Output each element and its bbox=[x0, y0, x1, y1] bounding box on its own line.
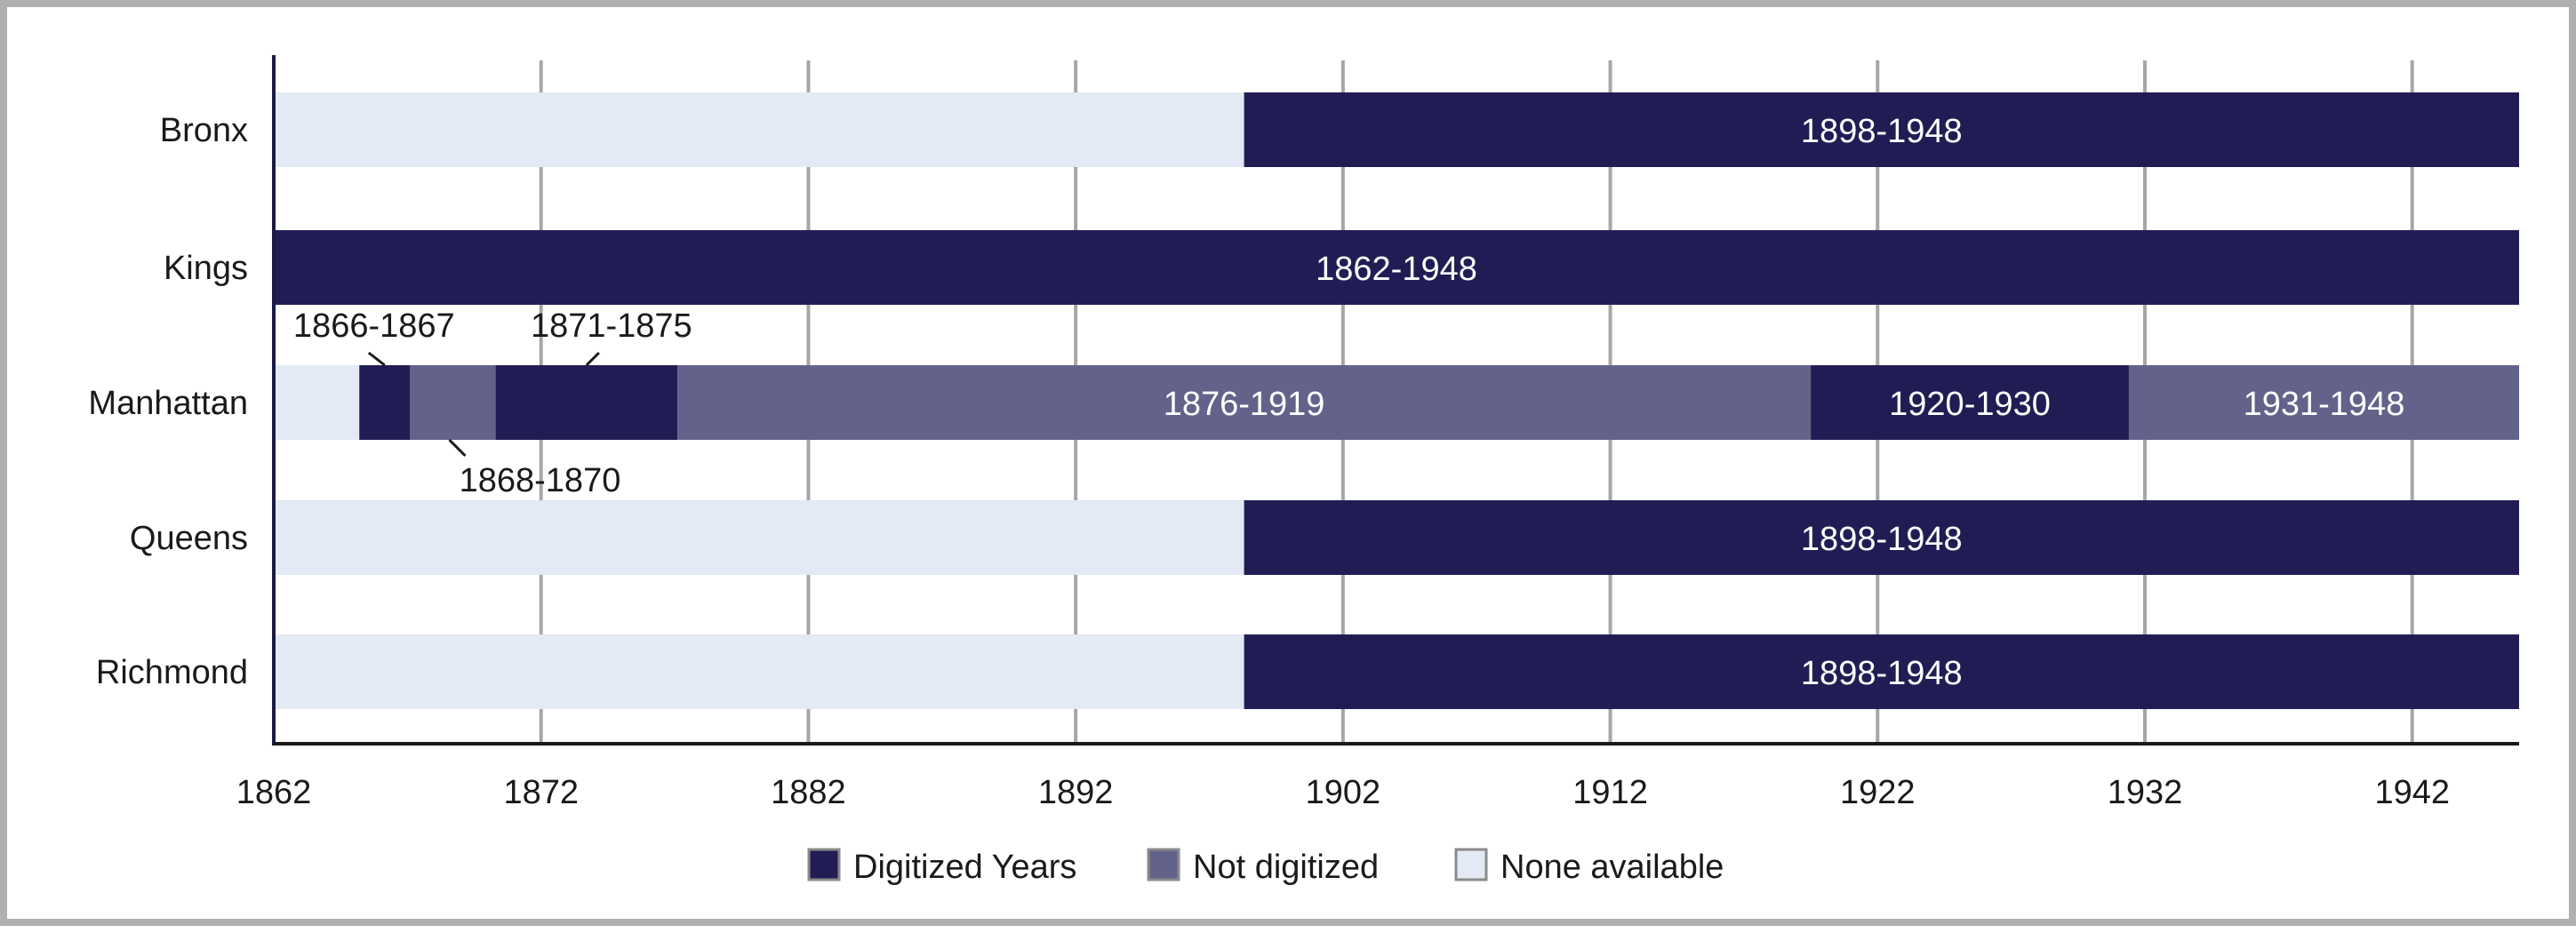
bar-label-richmond-1: 1898-1948 bbox=[1801, 655, 1963, 692]
bar-label-bronx-1: 1898-1948 bbox=[1801, 113, 1963, 150]
bar-segment-manhattan-2 bbox=[410, 365, 496, 440]
legend-label-none: None available bbox=[1500, 849, 1724, 886]
annotation-label-manhattan-2: 1868-1870 bbox=[460, 462, 621, 499]
callout-line-manhattan-3 bbox=[585, 351, 600, 367]
bar-segment-manhattan-1 bbox=[359, 365, 411, 440]
bar-segment-richmond-1 bbox=[1244, 634, 2519, 709]
axes bbox=[272, 55, 2519, 746]
x-tick-label-1902: 1902 bbox=[1306, 774, 1381, 811]
bar-label-queens-1: 1898-1948 bbox=[1801, 521, 1963, 558]
category-label-richmond: Richmond bbox=[96, 654, 248, 691]
category-label-manhattan: Manhattan bbox=[88, 385, 248, 422]
bar-segment-queens-1 bbox=[1244, 500, 2519, 575]
callout-line-manhattan-2 bbox=[448, 438, 467, 458]
x-tick-label-1862: 1862 bbox=[236, 774, 312, 811]
labels: 1862 1872 1882 1892 1902 1912 1922 1932 1942 Bron… bbox=[88, 112, 2450, 811]
bar-segment-manhattan-0 bbox=[274, 365, 360, 440]
bar-label-manhattan-5: 1920-1930 bbox=[1889, 386, 2051, 423]
bar-segment-queens-0 bbox=[274, 500, 1244, 575]
bar-segment-manhattan-5 bbox=[1811, 365, 2129, 440]
x-tick-label-1892: 1892 bbox=[1038, 774, 1114, 811]
bar-segment-bronx-1 bbox=[1244, 92, 2519, 167]
bar-segment-kings-0 bbox=[274, 230, 2519, 305]
bars bbox=[274, 92, 2519, 709]
bar-segment-manhattan-3 bbox=[495, 365, 678, 440]
bar-label-manhattan-4: 1876-1919 bbox=[1164, 386, 1325, 423]
category-label-bronx: Bronx bbox=[160, 112, 248, 149]
bar-segment-manhattan-4 bbox=[677, 365, 1812, 440]
bar-segment-richmond-0 bbox=[274, 634, 1244, 709]
bar-label-manhattan-6: 1931-1948 bbox=[2244, 386, 2405, 423]
legend-swatch-digitized bbox=[807, 848, 841, 881]
x-tick-label-1932: 1932 bbox=[2108, 774, 2183, 811]
callout-line-manhattan-1 bbox=[367, 351, 386, 367]
legend-label-digitized: Digitized Years bbox=[853, 849, 1076, 886]
bar-segment-manhattan-6 bbox=[2128, 365, 2519, 440]
category-label-kings: Kings bbox=[164, 250, 248, 287]
legend-swatch-not-digitized bbox=[1147, 848, 1180, 881]
x-tick-label-1872: 1872 bbox=[503, 774, 579, 811]
annotation-label-manhattan-3: 1871-1875 bbox=[531, 307, 692, 345]
x-tick-label-1912: 1912 bbox=[1572, 774, 1648, 811]
legend-label-not-digitized: Not digitized bbox=[1193, 849, 1379, 886]
x-tick-label-1922: 1922 bbox=[1840, 774, 1916, 811]
bar-label-kings-0: 1862-1948 bbox=[1316, 251, 1477, 288]
bar-segment-bronx-0 bbox=[274, 92, 1244, 167]
timeline-chart: 1862 1872 1882 1892 1902 1912 1922 1932 1942 Bron… bbox=[88, 55, 2519, 886]
category-label-queens: Queens bbox=[130, 520, 248, 557]
legend: Digitized Years Not digitized None availab… bbox=[807, 848, 1724, 886]
x-tick-label-1882: 1882 bbox=[771, 774, 846, 811]
x-tick-label-1942: 1942 bbox=[2374, 774, 2450, 811]
legend-swatch-none bbox=[1454, 848, 1488, 881]
annotation-label-manhattan-1: 1866-1867 bbox=[293, 307, 455, 345]
